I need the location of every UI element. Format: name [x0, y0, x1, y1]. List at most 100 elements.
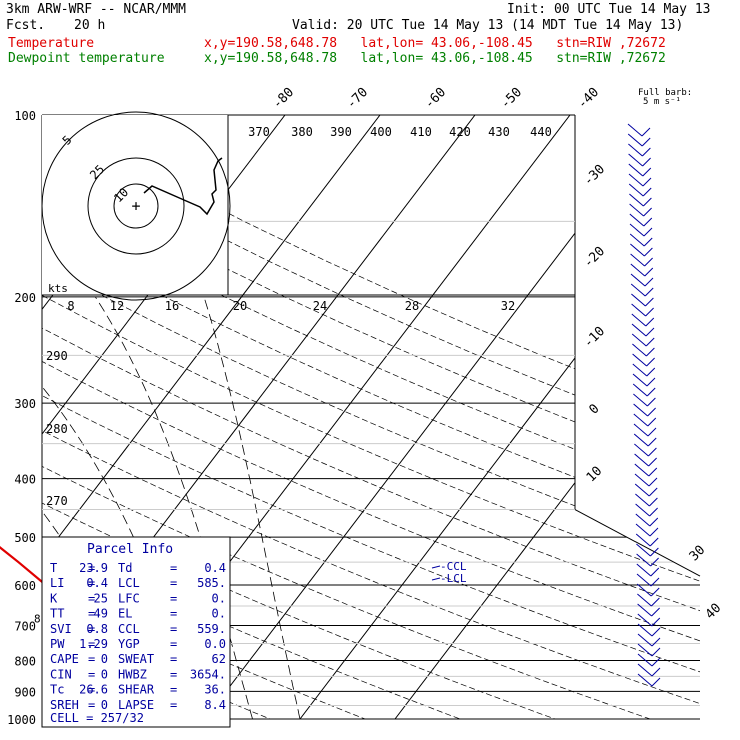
speed-axis-label: 28: [405, 299, 419, 313]
wind-barb-flag: [642, 147, 651, 157]
parcel-label: CCL: [118, 622, 140, 636]
pressure-label-900: 900: [14, 685, 36, 699]
temp-tick-top: -70: [344, 85, 371, 112]
mixing-ratio-label: 8: [34, 612, 41, 625]
speed-axis-label: 32: [501, 299, 515, 313]
isotherm-line: [42, 115, 381, 719]
isotherm-line: [394, 115, 700, 719]
wind-barb: [635, 513, 651, 527]
parcel-label: TT: [50, 607, 64, 621]
parcel-label: Td: [118, 561, 132, 575]
wind-barb: [637, 603, 652, 617]
wind-barb: [636, 583, 652, 597]
pressure-label-200: 200: [14, 291, 36, 305]
wind-barb: [636, 573, 652, 587]
wind-barb: [631, 293, 646, 307]
theta-label: 430: [488, 125, 510, 139]
pressure-label-100: 100: [14, 109, 36, 123]
wind-barb-flag: [649, 537, 659, 547]
wind-barb-flag: [651, 677, 661, 687]
speed-axis-label: 16: [165, 299, 179, 313]
wind-barb: [632, 343, 647, 357]
temperature-legend-label: Temperature: [8, 36, 95, 51]
wind-barb-flag: [651, 617, 661, 627]
wind-barb-flag: [649, 517, 659, 527]
ccl-tick: [431, 565, 441, 569]
parcel-equals: =: [88, 698, 95, 712]
parcel-value: 8.4: [204, 698, 226, 712]
parcel-label: LFC: [118, 591, 140, 605]
wind-barb: [630, 243, 645, 257]
parcel-label: Tc: [50, 683, 64, 697]
parcel-equals: =: [88, 637, 95, 651]
wind-barb-flag: [643, 227, 653, 237]
parcel-label: K: [50, 591, 58, 605]
wind-barb-flag: [646, 377, 656, 387]
theta-label: 440: [530, 125, 552, 139]
wind-barb-flag: [650, 587, 660, 597]
wind-barb-flag: [648, 487, 658, 497]
forecast-hour: 20 h: [74, 18, 106, 33]
wind-barb: [637, 613, 653, 627]
temp-tick-top: -40: [575, 85, 602, 112]
wind-barb-flag: [645, 327, 655, 337]
wind-barb: [630, 263, 646, 277]
wind-barb-flag: [643, 197, 652, 207]
wind-barb: [635, 493, 650, 507]
valid-time: Valid: 20 UTC Tue 14 May 13 (14 MDT Tue …: [292, 18, 684, 33]
wind-barb: [632, 373, 648, 387]
parcel-equals: =: [88, 591, 95, 605]
wind-barb: [628, 143, 643, 157]
wind-barb-flag: [645, 337, 655, 347]
wind-barb-flag: [651, 627, 661, 637]
parcel-label: SHEAR: [118, 683, 155, 697]
wind-barb: [628, 183, 644, 197]
parcel-equals: =: [88, 576, 95, 590]
wind-barb: [628, 153, 643, 167]
parcel-equals: =: [88, 683, 95, 697]
wind-barb: [633, 403, 648, 417]
wind-barb-flag: [642, 167, 652, 177]
wind-barb-flag: [643, 217, 653, 227]
wind-barb-flag: [643, 237, 653, 247]
wind-barb-flag: [651, 647, 661, 657]
parcel-info-title: Parcel Info: [87, 542, 173, 557]
wind-barb: [633, 393, 648, 407]
temp-tick-top: -50: [498, 85, 525, 112]
wind-barb: [637, 623, 653, 637]
parcel-label: HWBZ: [118, 667, 147, 681]
theta-label: 390: [330, 125, 352, 139]
wind-barb: [636, 553, 651, 567]
parcel-value: 0.8: [86, 622, 108, 636]
wind-barb: [632, 383, 648, 397]
parcel-value: 0.4: [204, 561, 226, 575]
isotherm-line: [299, 115, 700, 719]
pressure-label-800: 800: [14, 654, 36, 668]
parcel-label: LI: [50, 576, 64, 590]
lcl-tick: [431, 577, 441, 581]
parcel-info-panel: Parcel Info T =23.9 Td = 0.4LI =0.4 LCL = 585.K =…: [41, 536, 231, 728]
parcel-label: LCL: [118, 576, 140, 590]
parcel-equals: =: [88, 561, 95, 575]
parcel-equals: =: [170, 698, 177, 712]
speed-axis-label: 24: [313, 299, 327, 313]
wind-barb-flag: [651, 657, 661, 667]
wind-barb-flag: [650, 547, 659, 557]
wind-barb: [634, 463, 650, 477]
wind-barb-flag: [647, 397, 656, 407]
wind-barb: [629, 193, 644, 207]
wind-barb-flag: [648, 477, 658, 487]
wind-barb: [631, 303, 646, 317]
temp-tick-right: 0: [586, 401, 602, 417]
parcel-equals: =: [170, 683, 177, 697]
parcel-value: 23.9: [79, 561, 108, 575]
wind-barb-flag: [650, 557, 659, 567]
theta-label: 420: [449, 125, 471, 139]
parcel-value: 49: [94, 607, 108, 621]
wind-barb: [637, 663, 653, 677]
parcel-value: 0.: [212, 607, 226, 621]
wind-barb-flag: [648, 457, 657, 467]
theta-label-left: 270: [46, 494, 68, 508]
wind-barb: [635, 533, 651, 547]
forecast-label: Fcst.: [6, 18, 46, 33]
